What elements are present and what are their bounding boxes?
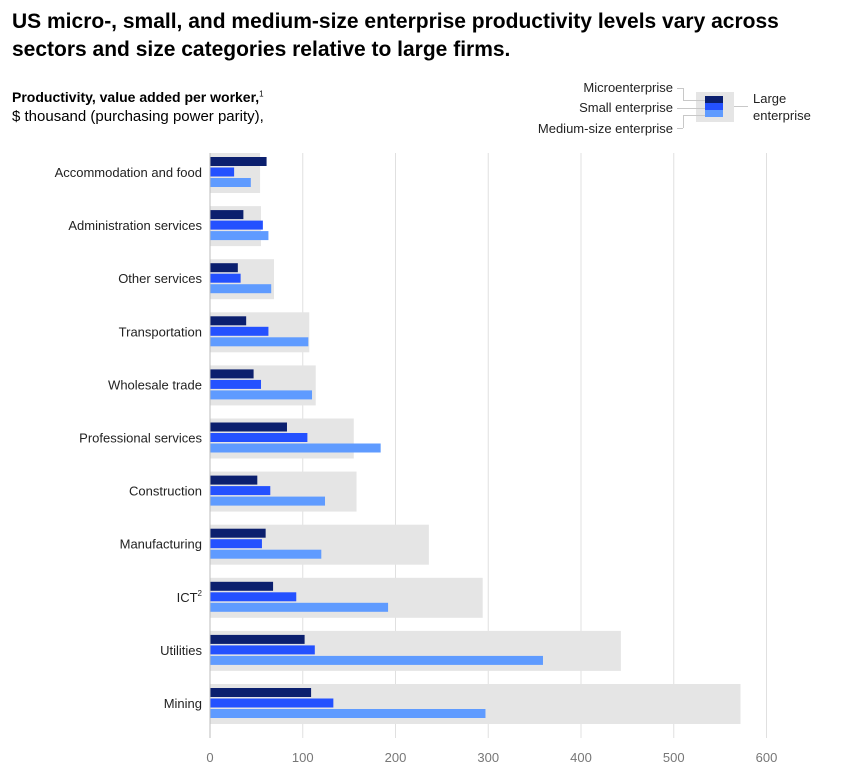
- legend-connector: [683, 100, 705, 101]
- category-label: Other services: [118, 271, 202, 286]
- category-label: Accommodation and food: [55, 165, 202, 180]
- bar-microenterprise: [210, 688, 312, 697]
- bar-small-enterprise: [210, 592, 297, 602]
- bar-medium-size-enterprise: [210, 655, 543, 665]
- bar-microenterprise: [210, 316, 247, 326]
- bar-microenterprise: [210, 634, 305, 644]
- bar-small-enterprise: [210, 220, 263, 230]
- bar-small-enterprise: [210, 379, 262, 389]
- bar-microenterprise: [210, 210, 244, 220]
- bar-microenterprise: [210, 475, 258, 485]
- x-tick-label: 500: [663, 750, 685, 765]
- legend-micro-label: Microenterprise: [583, 80, 673, 95]
- x-tick-label: 0: [206, 750, 213, 765]
- subtitle-footnote: 1: [259, 89, 264, 99]
- bar-medium-size-enterprise: [210, 549, 322, 559]
- bar-medium-size-enterprise: [210, 390, 313, 400]
- bar-microenterprise: [210, 157, 267, 166]
- legend-medium-label: Medium-size enterprise: [537, 121, 673, 136]
- x-tick-label: 100: [292, 750, 314, 765]
- bar-medium-size-enterprise: [210, 443, 381, 453]
- legend-connector: [734, 106, 748, 107]
- bar-small-enterprise: [210, 539, 262, 549]
- x-tick-label: 200: [385, 750, 407, 765]
- category-label: Construction: [129, 484, 202, 499]
- bar-small-enterprise: [210, 486, 271, 496]
- legend-large-label: Large enterprise: [753, 91, 811, 123]
- bar-medium-size-enterprise: [210, 496, 326, 506]
- category-label: Professional services: [79, 431, 202, 446]
- legend-connector: [683, 88, 684, 100]
- category-label: Manufacturing: [120, 537, 202, 552]
- category-label: Administration services: [68, 218, 202, 233]
- bar-microenterprise: [210, 528, 266, 538]
- bar-medium-size-enterprise: [210, 337, 309, 347]
- legend-connector: [683, 115, 684, 128]
- category-label: Mining: [164, 696, 202, 711]
- bar-small-enterprise: [210, 326, 269, 336]
- bar-microenterprise: [210, 263, 238, 273]
- chart-title: US micro-, small, and medium-size enterp…: [12, 10, 779, 61]
- bar-medium-size-enterprise: [210, 178, 251, 187]
- category-label: Transportation: [119, 324, 202, 339]
- legend-small-label: Small enterprise: [579, 100, 673, 115]
- bar-medium-size-enterprise: [210, 284, 272, 294]
- x-tick-label: 600: [756, 750, 778, 765]
- x-tick-label: 400: [570, 750, 592, 765]
- category-label: ICT2: [177, 589, 203, 605]
- bar-small-enterprise: [210, 433, 308, 442]
- category-label: Wholesale trade: [108, 377, 202, 392]
- legend-micro-swatch: [705, 96, 723, 103]
- legend-connector: [677, 128, 683, 129]
- x-tick-label: 300: [477, 750, 499, 765]
- legend-medium-swatch: [705, 110, 723, 117]
- category-label: Utilities: [160, 643, 202, 658]
- bar-medium-size-enterprise: [210, 231, 269, 241]
- subtitle-text: Productivity, value added per worker,: [12, 89, 260, 105]
- legend-connector: [677, 88, 683, 89]
- bar-microenterprise: [210, 581, 274, 591]
- chart-subtitle: Productivity, value added per worker,1: [12, 89, 264, 105]
- bar-medium-size-enterprise: [210, 602, 389, 612]
- bar-small-enterprise: [210, 167, 235, 177]
- legend-small-swatch: [705, 103, 723, 110]
- legend-connector: [683, 115, 705, 116]
- bar-microenterprise: [210, 369, 254, 379]
- bar-medium-size-enterprise: [210, 709, 486, 718]
- legend-connector: [677, 108, 705, 109]
- bar-small-enterprise: [210, 273, 241, 283]
- bar-microenterprise: [210, 422, 287, 432]
- unit-label: $ thousand (purchasing power parity),: [12, 108, 264, 125]
- bar-small-enterprise: [210, 645, 315, 655]
- bar-small-enterprise: [210, 698, 334, 708]
